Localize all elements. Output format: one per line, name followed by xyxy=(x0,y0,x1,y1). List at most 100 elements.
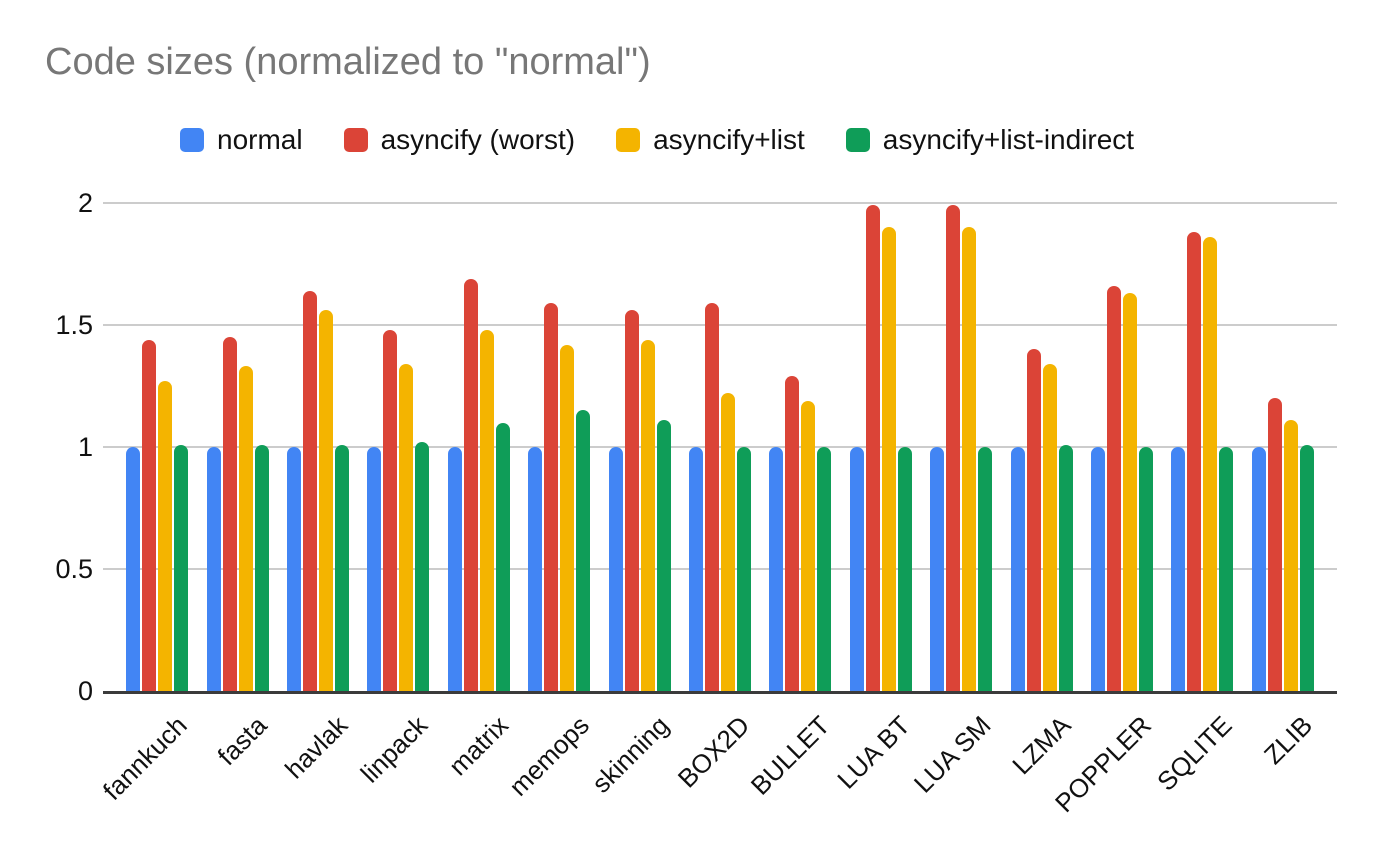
x-tick-label-linpack: linpack xyxy=(355,710,434,789)
bar-asyncify-list-bullet xyxy=(801,401,816,691)
x-tick-lzma: LZMA xyxy=(1001,694,1081,850)
gridline-2 xyxy=(103,202,1337,204)
x-tick-zlib: ZLIB xyxy=(1243,694,1323,850)
bar-asyncify-list-indirect-lzma xyxy=(1058,445,1073,691)
bar-group-sqlite xyxy=(1162,203,1242,691)
x-tick-label-lua-sm: LUA SM xyxy=(907,710,997,799)
bar-asyncify-list-memops xyxy=(560,345,575,691)
bar-normal-fasta xyxy=(206,447,221,691)
bar-asyncify-list-indirect-poppler xyxy=(1139,447,1154,691)
bar-asyncify-list-box2d xyxy=(721,393,736,691)
x-tick-label-havlak: havlak xyxy=(278,710,354,785)
legend-item-asyncify-list-indirect: asyncify+list-indirect xyxy=(845,124,1134,156)
bar-normal-poppler xyxy=(1091,447,1106,691)
bar-normal-lzma xyxy=(1010,447,1025,691)
bar-asyncify-worst-poppler xyxy=(1107,286,1122,691)
legend-label-asyncify-list: asyncify+list xyxy=(653,124,805,155)
legend-swatch-asyncify-list-indirect xyxy=(845,128,870,152)
x-tick-linpack: linpack xyxy=(355,694,438,850)
gridline-1-5 xyxy=(103,324,1337,326)
legend-swatch-asyncify-worst xyxy=(343,128,368,152)
bar-asyncify-list-lua-bt xyxy=(881,227,896,691)
x-tick-sqlite: SQLITE xyxy=(1151,694,1242,850)
bar-asyncify-list-indirect-memops xyxy=(576,410,591,691)
bar-asyncify-worst-fannkuch xyxy=(142,340,157,691)
x-tick-label-fannkuch: fannkuch xyxy=(96,710,193,806)
bar-group-memops xyxy=(519,203,599,691)
x-tick-label-lzma: LZMA xyxy=(1006,710,1077,781)
x-tick-label-lua-bt: LUA BT xyxy=(831,710,917,795)
bar-normal-linpack xyxy=(367,447,382,691)
bar-group-fannkuch xyxy=(117,203,197,691)
y-tick-label-0-5: 0.5 xyxy=(55,554,93,584)
bar-normal-box2d xyxy=(689,447,704,691)
bar-asyncify-list-indirect-skinning xyxy=(656,420,671,691)
plot-area xyxy=(103,202,1337,694)
bar-asyncify-list-sqlite xyxy=(1203,237,1218,691)
bar-asyncify-worst-memops xyxy=(544,303,559,691)
bar-asyncify-worst-bullet xyxy=(785,376,800,691)
x-tick-label-box2d: BOX2D xyxy=(671,710,756,794)
bar-normal-havlak xyxy=(287,447,302,691)
x-axis-labels: fannkuch fasta havlak linpack matrix memops sk… xyxy=(97,694,1337,850)
legend-item-asyncify-list: asyncify+list xyxy=(616,124,805,156)
bar-asyncify-worst-linpack xyxy=(383,330,398,691)
bar-normal-sqlite xyxy=(1171,447,1186,691)
bar-asyncify-worst-box2d xyxy=(705,303,720,691)
y-tick-label-2: 2 xyxy=(77,188,93,218)
legend-label-asyncify-worst: asyncify (worst) xyxy=(380,124,576,155)
bars-row xyxy=(103,203,1337,691)
bar-asyncify-worst-havlak xyxy=(303,291,318,691)
x-tick-label-sqlite: SQLITE xyxy=(1151,710,1238,797)
bar-asyncify-list-lzma xyxy=(1042,364,1057,691)
bar-normal-zlib xyxy=(1251,447,1266,691)
bar-normal-skinning xyxy=(608,447,623,691)
y-axis-labels: 0 0.5 1 1.5 2 xyxy=(0,188,93,706)
legend-item-normal: normal xyxy=(180,124,303,156)
x-tick-label-zlib: ZLIB xyxy=(1258,710,1319,771)
bar-normal-fannkuch xyxy=(126,447,141,691)
bar-asyncify-list-indirect-havlak xyxy=(335,445,350,691)
legend: normal asyncify (worst) asyncify+list async… xyxy=(180,124,1134,156)
bar-normal-memops xyxy=(528,447,543,691)
bar-normal-matrix xyxy=(447,447,462,691)
bar-normal-bullet xyxy=(769,447,784,691)
bar-asyncify-worst-lua-bt xyxy=(865,205,880,691)
x-tick-memops: memops xyxy=(503,694,599,850)
bar-group-bullet xyxy=(760,203,840,691)
bar-asyncify-list-indirect-bullet xyxy=(817,447,832,691)
x-tick-box2d: BOX2D xyxy=(672,694,760,850)
bar-asyncify-list-indirect-matrix xyxy=(495,423,510,691)
bar-asyncify-list-fannkuch xyxy=(158,381,173,691)
bar-group-lzma xyxy=(1001,203,1081,691)
legend-swatch-asyncify-list xyxy=(616,128,641,152)
y-tick-label-1-5: 1.5 xyxy=(55,310,93,340)
bar-group-lua-sm xyxy=(921,203,1001,691)
x-tick-havlak: havlak xyxy=(278,694,358,850)
bar-group-box2d xyxy=(680,203,760,691)
legend-swatch-normal xyxy=(180,128,204,152)
gridline-1 xyxy=(103,446,1337,448)
x-tick-label-matrix: matrix xyxy=(442,710,515,782)
bar-asyncify-list-matrix xyxy=(479,330,494,691)
bar-asyncify-list-indirect-zlib xyxy=(1299,445,1314,691)
legend-item-asyncify-worst: asyncify (worst) xyxy=(343,124,576,156)
bar-asyncify-list-lua-sm xyxy=(962,227,977,691)
bar-asyncify-worst-sqlite xyxy=(1187,232,1202,691)
bar-group-matrix xyxy=(439,203,519,691)
bar-asyncify-list-zlib xyxy=(1283,420,1298,691)
bar-asyncify-worst-zlib xyxy=(1267,398,1282,691)
x-tick-label-skinning: skinning xyxy=(586,710,675,799)
bar-asyncify-list-indirect-sqlite xyxy=(1219,447,1234,691)
bar-asyncify-worst-lzma xyxy=(1026,349,1041,691)
bar-asyncify-list-indirect-lua-sm xyxy=(978,447,993,691)
bar-group-lua-bt xyxy=(841,203,921,691)
bar-asyncify-list-havlak xyxy=(319,310,334,691)
bar-normal-lua-bt xyxy=(849,447,864,691)
chart-title: Code sizes (normalized to "normal") xyxy=(45,41,651,83)
x-tick-label-fasta: fasta xyxy=(211,710,273,772)
x-tick-fannkuch: fannkuch xyxy=(97,694,197,850)
bar-asyncify-list-indirect-box2d xyxy=(737,447,752,691)
bar-group-havlak xyxy=(278,203,358,691)
